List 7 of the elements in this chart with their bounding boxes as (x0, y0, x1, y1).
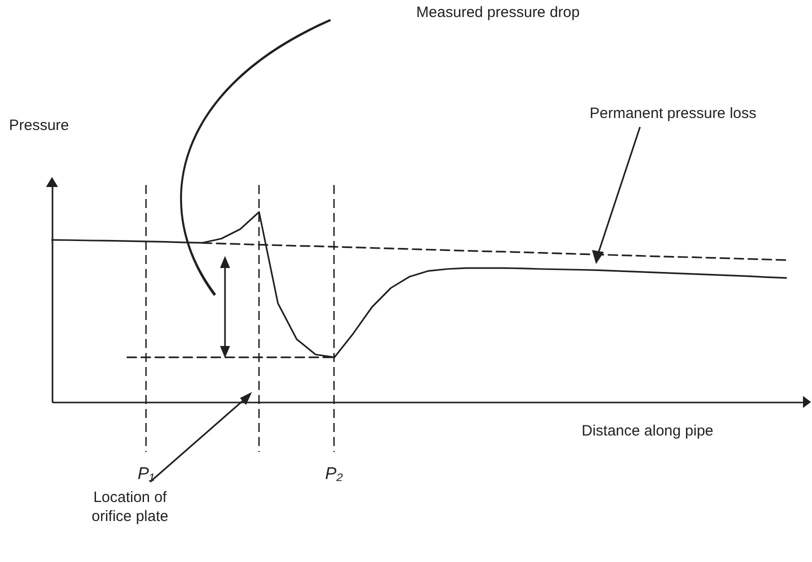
text: P₁ (138, 464, 154, 483)
x-axis-title: Distance along pipe (582, 422, 714, 440)
text: Permanent pressure loss (590, 105, 756, 122)
text: Location of orifice plate (92, 489, 168, 525)
text: P₂ (325, 464, 344, 483)
text: Measured pressure drop (416, 4, 580, 21)
text: Pressure (8, 117, 70, 134)
